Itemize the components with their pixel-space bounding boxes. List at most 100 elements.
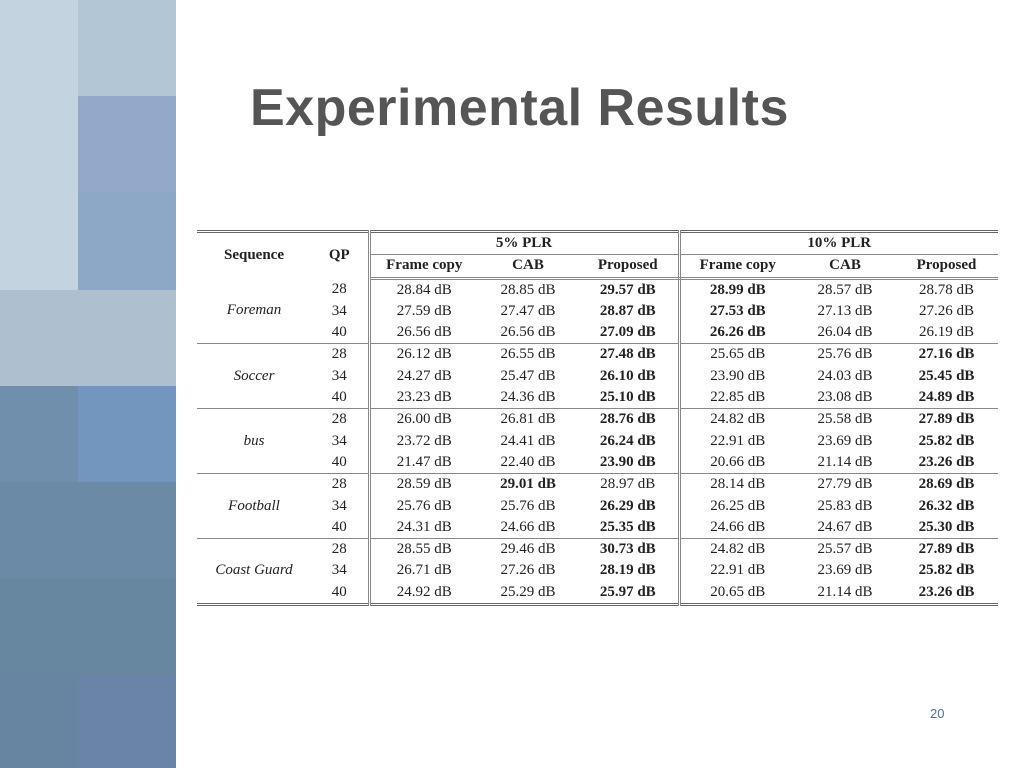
psnr-cell: 26.25 dB xyxy=(710,497,766,514)
qp-cell: 34 xyxy=(311,430,371,452)
header-proposed: Proposed xyxy=(895,254,998,280)
psnr-cell: 28.59 dB xyxy=(396,476,452,493)
psnr-cell: 24.67 dB xyxy=(795,516,895,540)
psnr-cell: 24.89 dB xyxy=(895,387,998,410)
psnr-cell: 25.47 dB xyxy=(500,367,556,384)
deco-tile xyxy=(0,578,176,674)
psnr-cell: 28.87 dB xyxy=(578,300,681,323)
deco-tile xyxy=(78,674,176,768)
psnr-cell: 24.03 dB xyxy=(817,367,873,384)
deco-tile xyxy=(0,386,78,482)
psnr-cell: 24.31 dB xyxy=(369,516,478,540)
psnr-cell: 29.57 dB xyxy=(578,278,681,301)
table-row: Foreman 28 28.84 dB 28.85 dB 29.57 dB 28.99 d… xyxy=(197,278,998,345)
psnr-cell: 27.89 dB xyxy=(918,411,975,428)
psnr-cell: 27.48 dB xyxy=(578,343,681,366)
psnr-cell: 27.26 dB xyxy=(918,302,974,319)
deco-tile xyxy=(78,96,176,192)
table-row: Soccer 28 26.12 dB 26.55 dB 27.48 dB 25.65 dB… xyxy=(197,343,998,410)
psnr-cell: 27.26 dB xyxy=(500,562,556,579)
psnr-cell: 28.69 dB xyxy=(918,476,975,493)
header-qp: QP xyxy=(311,231,371,279)
psnr-cell: 23.08 dB xyxy=(795,387,895,410)
psnr-cell: 26.56 dB xyxy=(478,322,578,345)
psnr-cell: 26.04 dB xyxy=(795,322,895,345)
psnr-cell: 22.91 dB xyxy=(710,562,766,579)
psnr-cell: 27.79 dB xyxy=(817,476,873,493)
qp-cell: 40 xyxy=(311,322,371,345)
psnr-cell: 26.00 dB xyxy=(396,411,452,428)
psnr-cell: 25.58 dB xyxy=(817,411,873,428)
table-row: bus 28 26.00 dB 26.81 dB 28.76 dB 24.82 dB 25.… xyxy=(197,408,998,475)
psnr-cell: 28.97 dB xyxy=(578,473,681,496)
psnr-cell: 26.10 dB xyxy=(578,365,681,388)
table-row: 34 24.27 dB 25.47 dB 26.10 dB 23.90 dB 24.03 … xyxy=(197,365,998,388)
header-5pct-plr: 5% PLR xyxy=(369,231,681,255)
psnr-cell: 21.47 dB xyxy=(369,451,478,475)
psnr-cell: 25.82 dB xyxy=(918,562,975,579)
psnr-cell: 23.26 dB xyxy=(918,583,975,600)
deco-tile xyxy=(78,0,176,96)
psnr-cell: 25.29 dB xyxy=(500,583,556,600)
qp-cell: 34 xyxy=(311,300,371,323)
qp-cell: 40 xyxy=(311,451,371,475)
psnr-cell: 29.46 dB xyxy=(500,541,556,558)
psnr-cell: 26.32 dB xyxy=(918,497,975,514)
slide-title: Experimental Results xyxy=(250,79,789,137)
psnr-cell: 24.66 dB xyxy=(478,516,578,540)
qp-cell: 28 xyxy=(311,278,371,301)
deco-tile xyxy=(0,0,78,290)
psnr-cell: 27.13 dB xyxy=(817,302,873,319)
psnr-cell: 26.24 dB xyxy=(578,430,681,452)
table-row: Coast Guard 28 28.55 dB 29.46 dB 30.73 dB 24.… xyxy=(197,538,998,578)
psnr-cell: 24.82 dB xyxy=(710,411,766,428)
psnr-cell: 24.66 dB xyxy=(679,516,795,540)
psnr-cell: 28.55 dB xyxy=(396,541,452,558)
psnr-cell: 24.41 dB xyxy=(500,432,556,449)
deco-tile xyxy=(0,674,78,768)
psnr-cell: 28.76 dB xyxy=(578,408,681,431)
qp-cell: 28 xyxy=(311,343,371,366)
table-row: 34 23.72 dB 24.41 dB 26.24 dB 22.91 dB 23.69 … xyxy=(197,430,998,452)
psnr-cell: 25.76 dB xyxy=(500,497,556,514)
sequence-cell: bus xyxy=(197,408,311,475)
header-frame-copy: Frame copy xyxy=(369,254,478,280)
psnr-cell: 23.69 dB xyxy=(817,562,873,579)
deco-tile xyxy=(78,386,176,482)
qp-cell: 40 xyxy=(311,387,371,410)
psnr-cell: 26.81 dB xyxy=(500,411,556,428)
psnr-cell: 28.19 dB xyxy=(578,560,681,582)
psnr-cell: 23.23 dB xyxy=(369,387,478,410)
psnr-cell: 28.99 dB xyxy=(709,281,766,298)
qp-cell: 40 xyxy=(311,581,371,605)
psnr-cell: 26.56 dB xyxy=(369,322,478,345)
psnr-cell: 28.84 dB xyxy=(396,281,452,298)
header-frame-copy: Frame copy xyxy=(679,254,795,280)
qp-cell: 34 xyxy=(311,495,371,517)
psnr-cell: 30.73 dB xyxy=(578,538,681,561)
psnr-cell: 26.26 dB xyxy=(679,322,795,345)
results-body: Foreman 28 28.84 dB 28.85 dB 29.57 dB 28.99 d… xyxy=(197,278,998,605)
psnr-cell: 26.29 dB xyxy=(578,495,681,517)
psnr-cell: 22.91 dB xyxy=(710,432,766,449)
psnr-cell: 25.76 dB xyxy=(396,497,452,514)
psnr-cell: 24.92 dB xyxy=(396,583,452,600)
psnr-cell: 27.53 dB xyxy=(709,302,766,319)
psnr-cell: 25.97 dB xyxy=(578,581,681,605)
psnr-cell: 25.35 dB xyxy=(578,516,681,540)
psnr-cell: 27.09 dB xyxy=(578,322,681,345)
psnr-cell: 23.90 dB xyxy=(710,367,766,384)
psnr-cell: 27.47 dB xyxy=(500,302,556,319)
qp-cell: 34 xyxy=(311,560,371,582)
psnr-cell: 28.14 dB xyxy=(710,476,766,493)
table-row: 34 27.59 dB 27.47 dB 28.87 dB 27.53 dB 27.13 … xyxy=(197,300,998,323)
psnr-cell: 22.85 dB xyxy=(679,387,795,410)
psnr-cell: 20.66 dB xyxy=(679,451,795,475)
header-10pct-plr: 10% PLR xyxy=(807,235,872,251)
psnr-cell: 28.85 dB xyxy=(500,281,556,298)
header-proposed: Proposed xyxy=(578,254,681,280)
psnr-cell: 28.78 dB xyxy=(918,281,974,298)
psnr-cell: 29.01 dB xyxy=(500,476,556,493)
qp-cell: 28 xyxy=(311,538,371,561)
psnr-cell: 27.89 dB xyxy=(918,541,975,558)
